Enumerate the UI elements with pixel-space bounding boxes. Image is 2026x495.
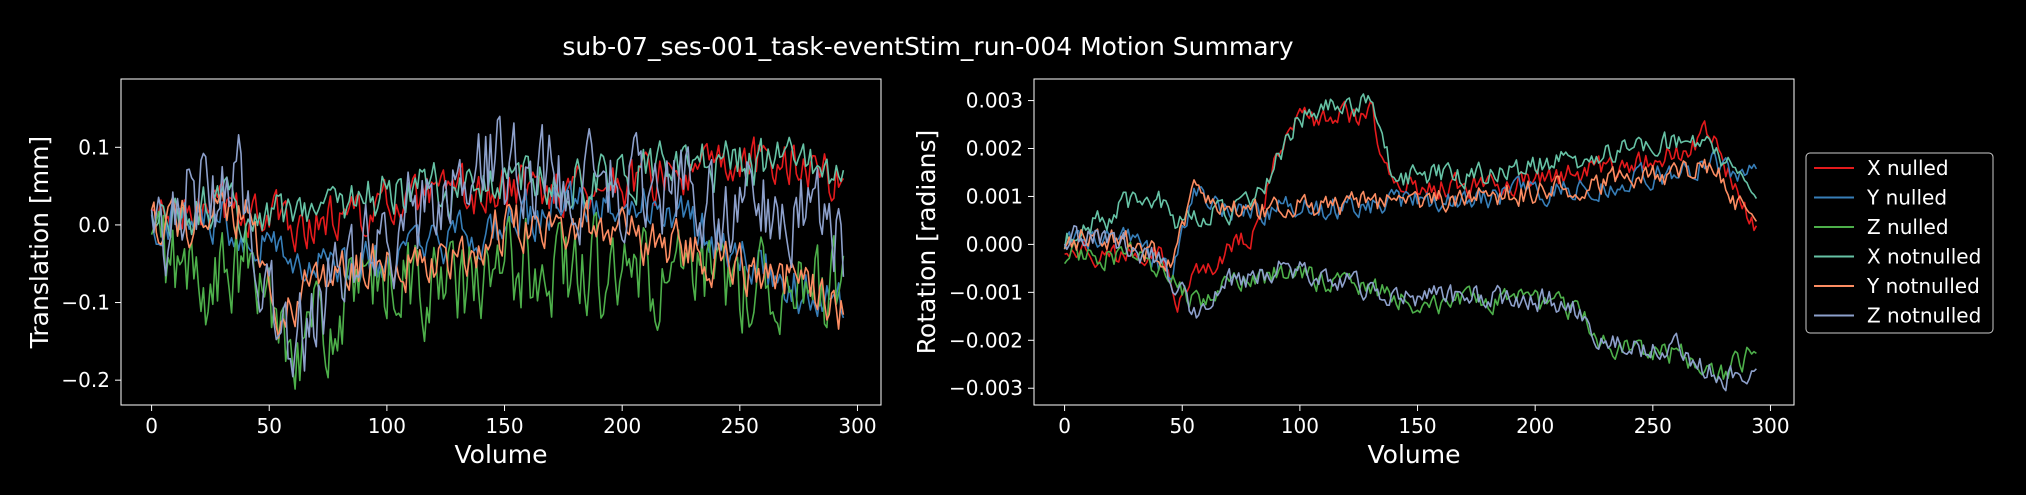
x-axis-label: Volume — [1368, 440, 1461, 469]
x-tick-label: 50 — [1170, 414, 1195, 438]
series-line-y-notnulled — [1063, 158, 1758, 272]
y-axis-label: Rotation [radians] — [912, 130, 941, 355]
x-axis-label: Volume — [455, 440, 548, 469]
x-tick-label: 100 — [368, 414, 406, 438]
legend-entry: Z nulled — [1814, 215, 1949, 239]
y-tick-label: −0.002 — [949, 328, 1023, 352]
series-line-x-notnulled — [1063, 93, 1758, 250]
legend-label: Y nulled — [1866, 186, 1947, 210]
legend-entry: X notnulled — [1814, 245, 1981, 269]
series-line-x-nulled — [151, 136, 845, 253]
series-lines — [150, 115, 845, 390]
x-tick-label: 300 — [838, 414, 876, 438]
y-tick-label: −0.001 — [949, 280, 1023, 304]
y-tick-label: 0.000 — [966, 232, 1023, 256]
series-line-z-nulled — [1063, 240, 1757, 384]
y-axis-label: Translation [mm] — [25, 136, 54, 349]
y-tick-label: 0.003 — [966, 89, 1023, 113]
legend-entry: Z notnulled — [1814, 304, 1981, 328]
y-tick-label: −0.003 — [949, 376, 1023, 400]
legend: X nulled Y nulled Z nulled X notnulled Y not… — [1805, 152, 1994, 334]
legend-label: X notnulled — [1867, 245, 1981, 269]
x-tick-label: 200 — [1516, 414, 1554, 438]
legend-entry: Y notnulled — [1814, 274, 1980, 298]
y-tick-label: −0.1 — [61, 291, 110, 315]
series-lines — [1063, 93, 1758, 392]
x-tick-label: 0 — [145, 414, 158, 438]
x-tick-label: 150 — [485, 414, 523, 438]
x-tick-label: 250 — [721, 414, 759, 438]
y-tick-label: 0.001 — [966, 184, 1023, 208]
y-tick-label: 0.1 — [78, 135, 110, 159]
series-line-z-notnulled — [1063, 225, 1757, 392]
series-line-z-nulled — [150, 210, 845, 390]
x-tick-label: 0 — [1058, 414, 1071, 438]
legend-entry: Y nulled — [1814, 186, 1947, 210]
x-tick-label: 200 — [603, 414, 641, 438]
legend-label: Z nulled — [1867, 215, 1949, 239]
legend-label: X nulled — [1867, 156, 1949, 180]
legend-entries: X nulled Y nulled Z nulled X notnulled Y not… — [1814, 156, 1981, 328]
translation-plot: 0 50 100 150 200 250 300 −0.2 −0.1 0.0 0.1 Volume Tr… — [25, 78, 882, 469]
x-tick-label: 100 — [1281, 414, 1319, 438]
series-line-y-nulled — [1063, 149, 1758, 281]
y-tick-label: 0.002 — [966, 137, 1023, 161]
figure-title: sub-07_ses-001_task-eventStim_run-004 Mo… — [562, 32, 1293, 61]
y-tick-label: −0.2 — [61, 368, 110, 392]
x-tick-label: 300 — [1751, 414, 1789, 438]
legend-entry: X nulled — [1814, 156, 1949, 180]
rotation-plot: 0 50 100 150 200 250 300 −0.003 −0.002 −0.001 0.00… — [912, 78, 1795, 469]
x-tick-label: 150 — [1398, 414, 1436, 438]
legend-label: Y notnulled — [1866, 274, 1980, 298]
y-tick-label: 0.0 — [78, 213, 110, 237]
axes-frame — [120, 78, 882, 406]
x-tick-label: 50 — [257, 414, 282, 438]
series-line-x-notnulled — [150, 136, 845, 243]
x-tick-label: 250 — [1634, 414, 1672, 438]
legend-label: Z notnulled — [1867, 304, 1981, 328]
axes-frame — [1033, 78, 1795, 406]
series-line-z-notnulled — [150, 115, 845, 378]
